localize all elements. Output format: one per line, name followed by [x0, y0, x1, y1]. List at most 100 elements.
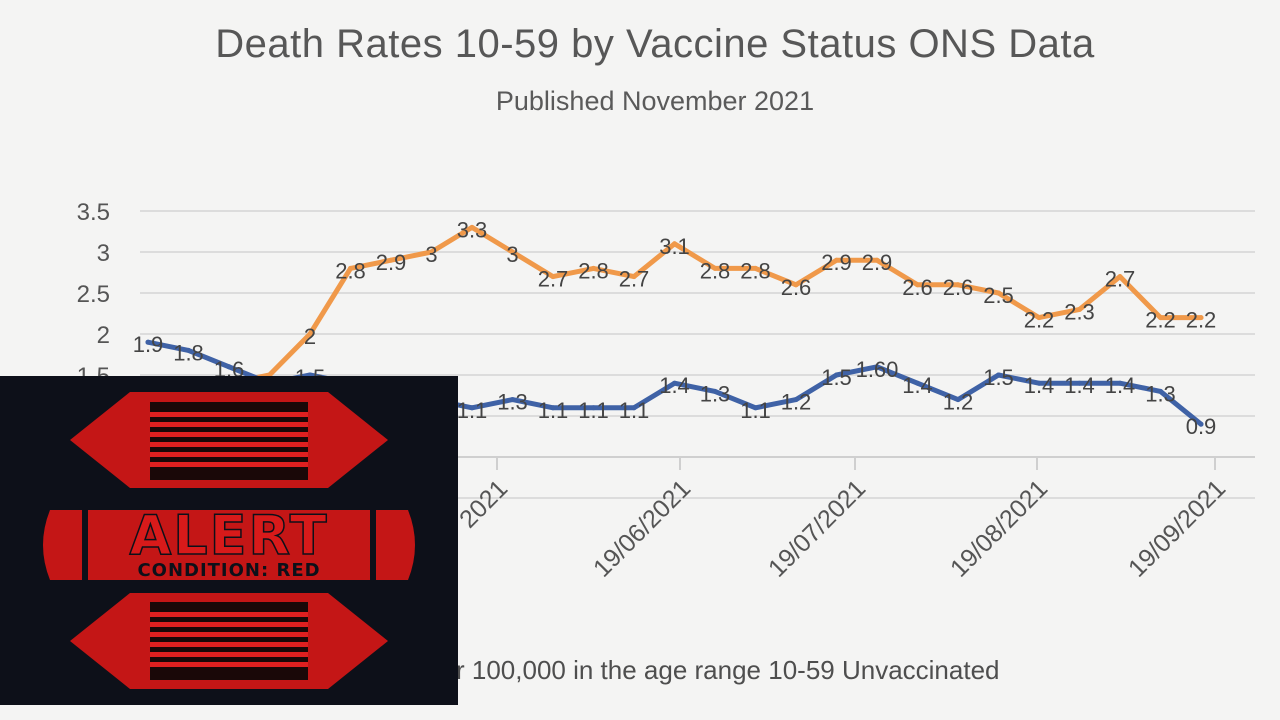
x-tick-label: 19/07/2021	[763, 474, 871, 582]
data-label: 1.9	[133, 332, 164, 357]
data-label: 3.1	[659, 234, 690, 259]
data-label: 2	[304, 324, 316, 349]
data-point	[631, 274, 637, 280]
data-point	[1198, 421, 1204, 427]
data-point	[753, 265, 758, 271]
data-label: 1.4	[659, 373, 690, 398]
data-point	[955, 282, 961, 288]
data-label: 2.3	[1064, 299, 1095, 324]
alert-text: ALERT	[129, 503, 329, 568]
data-label: 1.1	[457, 398, 488, 423]
data-label: 1.1	[538, 398, 569, 423]
data-label: 1.2	[781, 390, 812, 415]
data-point	[226, 364, 232, 370]
data-label: 2.6	[781, 275, 812, 300]
data-label: 2.8	[700, 258, 731, 283]
data-point	[550, 274, 556, 280]
data-point	[915, 282, 920, 288]
data-label: 2.7	[1105, 267, 1136, 292]
data-label: 2.9	[862, 250, 893, 275]
alert-overlay: ALERT CONDITION: RED	[0, 376, 458, 705]
data-label: 2.9	[376, 250, 407, 275]
data-label: 1.3	[1145, 381, 1176, 406]
data-point	[469, 405, 475, 411]
data-point	[996, 372, 1001, 378]
data-label: 0.9	[1186, 414, 1217, 439]
data-point	[672, 241, 677, 247]
data-point	[753, 405, 758, 411]
x-tick-label: 19/08/2021	[945, 474, 1053, 582]
chart-subtitle: Published November 2021	[495, 86, 815, 116]
chart-title: Death Rates 10-59 by Vaccine Status ONS …	[215, 22, 1095, 66]
data-label: 2.2	[1186, 308, 1217, 333]
x-tick-label: 19/09/2021	[1123, 474, 1231, 582]
data-point	[712, 388, 718, 394]
data-label: 1.4	[1064, 373, 1095, 398]
data-label: 2.2	[1145, 308, 1176, 333]
data-point	[307, 331, 313, 337]
data-point	[348, 265, 353, 271]
data-point	[1077, 380, 1082, 386]
data-label: 1.2	[943, 390, 974, 415]
alert-badge-icon	[43, 392, 415, 689]
data-label: 2.5	[983, 283, 1014, 308]
data-label: 2.8	[740, 258, 771, 283]
data-point	[1036, 315, 1042, 321]
data-label: 1.60	[856, 357, 899, 382]
y-tick-label: 3.5	[77, 199, 110, 226]
data-label: 3	[425, 242, 437, 267]
data-label: 1.4	[1024, 373, 1055, 398]
data-point	[672, 380, 677, 386]
data-point	[186, 347, 191, 353]
data-label: 2.6	[943, 275, 974, 300]
data-label: 1.1	[619, 398, 650, 423]
data-point	[1158, 315, 1163, 321]
data-point	[996, 290, 1001, 296]
data-point	[1117, 380, 1123, 386]
data-label: 1.5	[983, 365, 1014, 390]
y-tick-label: 2.5	[77, 281, 110, 308]
data-point	[834, 257, 839, 263]
data-point	[469, 224, 475, 230]
data-point	[915, 380, 920, 386]
data-point	[145, 339, 151, 345]
data-label: 2.7	[538, 267, 569, 292]
data-point	[1077, 306, 1082, 312]
data-point	[550, 405, 556, 411]
data-label: 2.2	[1024, 308, 1055, 333]
data-label: 2.8	[335, 258, 366, 283]
data-point	[510, 397, 515, 403]
data-label: 1.3	[700, 381, 731, 406]
data-point	[1158, 388, 1163, 394]
data-point	[874, 364, 880, 370]
data-label: 2.6	[902, 275, 933, 300]
data-label: 1.4	[1105, 373, 1136, 398]
data-point	[712, 265, 718, 271]
y-tick-label: 2	[97, 322, 110, 349]
data-label: 1.5	[821, 365, 852, 390]
data-label: 2.7	[619, 267, 650, 292]
data-point	[874, 257, 880, 263]
data-label: 1.8	[173, 340, 204, 365]
y-tick-label: 3	[97, 240, 110, 267]
data-label: 1.1	[578, 398, 609, 423]
condition-text: CONDITION: RED	[137, 560, 321, 581]
data-point	[591, 265, 596, 271]
data-point	[429, 249, 434, 255]
data-point	[510, 249, 515, 255]
data-point	[591, 405, 596, 411]
data-point	[793, 397, 799, 403]
data-point	[1117, 274, 1123, 280]
chart-caption: r 100,000 in the age range 10-59 Unvacci…	[456, 655, 1000, 685]
data-point	[1198, 315, 1204, 321]
x-tick-label: 2021	[454, 474, 513, 533]
x-tick-label: 19/06/2021	[588, 474, 696, 582]
data-label: 2.9	[821, 250, 852, 275]
data-label: 1.4	[902, 373, 933, 398]
data-point	[388, 257, 394, 263]
data-label: 3	[506, 242, 518, 267]
data-label: 3.3	[457, 217, 488, 242]
data-point	[955, 397, 961, 403]
data-label: 2.8	[578, 258, 609, 283]
